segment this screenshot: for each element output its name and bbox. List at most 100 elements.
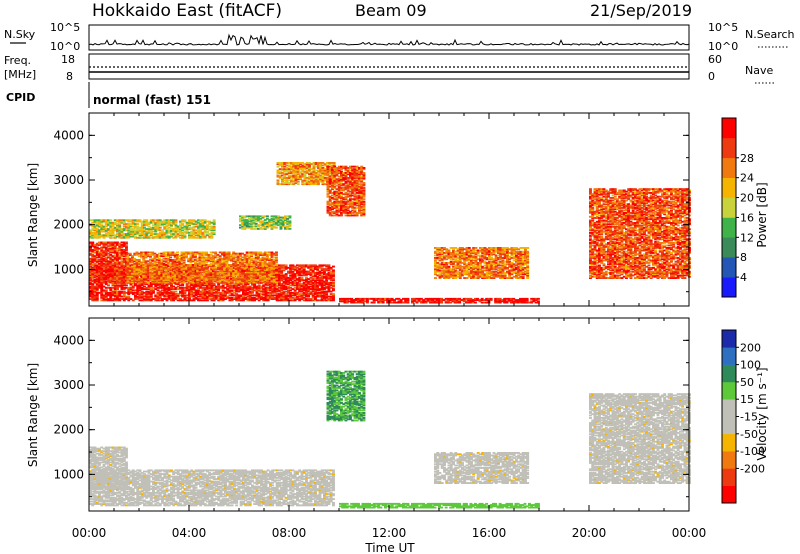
data-cell — [212, 295, 216, 298]
data-cell — [226, 288, 230, 290]
data-cell — [145, 299, 149, 302]
data-cell — [251, 283, 254, 285]
data-cell — [262, 296, 266, 299]
data-cell — [293, 296, 297, 299]
data-cell — [163, 291, 167, 294]
data-cell — [300, 294, 304, 297]
data-cell — [280, 275, 284, 278]
data-cell — [100, 286, 104, 289]
data-cell — [291, 275, 295, 278]
data-cell — [278, 281, 281, 284]
data-cell — [183, 286, 187, 289]
nave-label: Nave — [745, 64, 773, 77]
data-cell — [190, 290, 194, 293]
data-cell — [181, 299, 185, 302]
data-cell — [210, 283, 214, 285]
data-cell — [111, 298, 115, 300]
data-cell — [156, 293, 160, 295]
data-cell — [233, 296, 236, 299]
data-cell — [230, 293, 234, 295]
data-cell — [125, 274, 128, 277]
data-cell — [188, 285, 191, 288]
data-cell — [273, 288, 277, 290]
data-cell — [147, 286, 151, 289]
data-cell — [291, 268, 295, 270]
data-cell — [248, 291, 252, 294]
data-cell — [298, 299, 302, 302]
data-cell — [262, 284, 266, 287]
data-cell — [199, 295, 203, 298]
data-cell — [122, 294, 126, 297]
data-cell — [228, 299, 232, 302]
data-cell — [287, 285, 290, 288]
data-cell — [269, 285, 272, 288]
data-cell — [89, 283, 92, 285]
data-cell — [95, 296, 99, 299]
data-cell — [228, 291, 232, 294]
data-cell — [235, 286, 239, 289]
data-cell — [305, 276, 308, 279]
data-cell — [289, 281, 293, 284]
data-cell — [129, 291, 133, 294]
data-cell — [284, 273, 288, 275]
data-cell — [262, 293, 266, 295]
data-cell — [145, 281, 149, 284]
freq-unit-label: [MHz] — [4, 68, 36, 81]
data-cell — [257, 299, 261, 302]
data-cell — [282, 264, 286, 267]
data-cell — [116, 288, 119, 290]
data-cell — [93, 295, 97, 298]
data-cell — [109, 288, 113, 290]
data-cell — [275, 290, 279, 293]
data-cell — [278, 284, 281, 287]
data-cell — [167, 293, 171, 295]
data-cell — [296, 293, 299, 295]
data-cell — [183, 294, 187, 297]
data-cell — [287, 266, 290, 269]
data-cell — [109, 295, 113, 298]
data-cell — [266, 299, 270, 302]
data-cell — [104, 293, 108, 295]
data-cell — [235, 278, 239, 280]
data-cell — [165, 291, 169, 294]
data-cell — [269, 295, 272, 298]
data-cell — [282, 291, 286, 294]
nsky-trace — [88, 33, 690, 46]
data-cell — [91, 288, 95, 290]
data-cell — [221, 295, 225, 298]
data-cell — [210, 295, 214, 298]
data-cell — [89, 265, 92, 268]
data-cell — [257, 295, 261, 298]
data-cell — [102, 298, 106, 300]
data-cell — [149, 299, 153, 302]
data-cell — [266, 298, 270, 300]
data-cell — [201, 290, 205, 293]
data-cell — [165, 283, 169, 285]
data-cell — [136, 298, 140, 300]
data-cell — [280, 285, 284, 288]
data-cell — [113, 289, 117, 292]
data-cell — [136, 295, 140, 298]
data-cell — [100, 288, 104, 290]
data-cell — [170, 296, 173, 299]
data-cell — [296, 285, 299, 288]
data-cell — [93, 288, 97, 290]
data-cell — [93, 289, 97, 292]
data-cell — [298, 279, 302, 282]
data-cell — [134, 283, 137, 285]
data-cell — [167, 291, 171, 294]
data-cell — [183, 296, 187, 299]
data-cell — [291, 293, 295, 295]
data-cell — [183, 219, 187, 222]
data-cell — [192, 284, 196, 287]
data-cell — [248, 299, 252, 302]
data-cell — [239, 298, 243, 300]
data-cell — [89, 281, 92, 284]
data-cell — [287, 289, 290, 292]
data-cell — [136, 296, 140, 299]
data-cell — [93, 299, 97, 302]
data-cell — [109, 299, 113, 302]
data-cell — [235, 289, 239, 292]
data-cell — [278, 286, 281, 289]
data-cell — [201, 291, 205, 294]
